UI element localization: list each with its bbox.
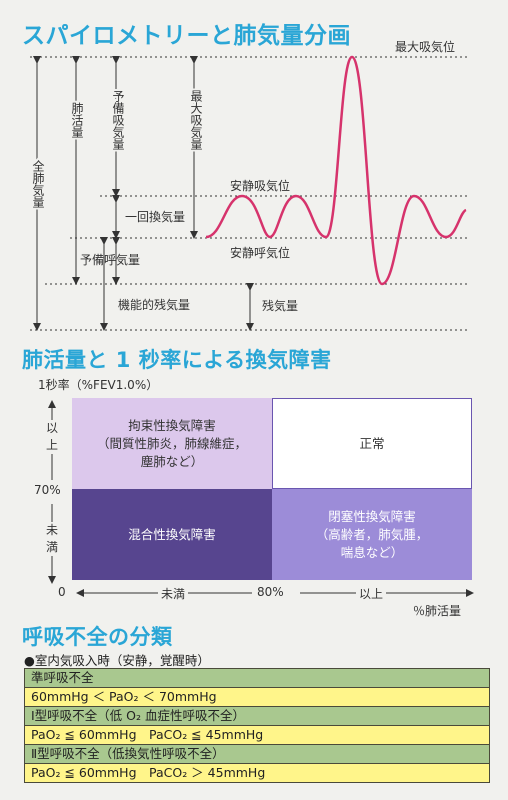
inspiratory-capacity-label: 最大吸気量 (189, 90, 203, 150)
normal-title: 正常 (359, 435, 385, 451)
y-threshold-label: 70% (34, 483, 61, 497)
erv-label: 予備呼気量 (80, 252, 140, 267)
restrictive-example-1: （間質性肺炎，肺線維症， (96, 435, 247, 451)
table-row: PaO₂ ≦ 60mmHg PaCO₂ ＞ 45mmHg (24, 763, 490, 783)
rest-exp-label: 安静呼気位 (230, 245, 290, 260)
table-row: 準呼吸不全 (24, 668, 490, 688)
mixed-title: 混合性換気障害 (128, 526, 216, 542)
rv-label: 残気量 (262, 298, 298, 313)
mixed-cell: 混合性換気障害 (72, 489, 272, 580)
normal-cell: 正常 (272, 398, 472, 489)
disorder-title: 肺活量と 1 秒率による換気障害 (22, 348, 332, 372)
restrictive-cell: 拘束性換気障害 （間質性肺炎，肺線維症， 塵肺など） (72, 398, 272, 489)
table-row: PaO₂ ≦ 60mmHg PaCO₂ ≦ 45mmHg (24, 725, 490, 745)
irv-label: 予備吸気量 (111, 90, 125, 150)
x-axis-label: ％肺活量 (413, 604, 462, 618)
spirometry-diagram: 最大吸気位 安静吸気位 安静呼気位 一回換気量 予備呼気量 機能的残気量 残気量… (29, 39, 468, 331)
table-row: 60mmHg ＜ PaO₂ ＜ 70mmHg (24, 687, 490, 707)
x-upper-label: 以上 (356, 585, 387, 602)
disorder-grid: 拘束性換気障害 （間質性肺炎，肺線維症， 塵肺など） 正常 混合性換気障害 閉塞… (72, 398, 472, 580)
x-threshold-label: 80% (257, 585, 284, 599)
table-row: Ⅱ型呼吸不全（低換気性呼吸不全） (24, 744, 490, 764)
spirometry-title: スパイロメトリーと肺気量分画 (22, 23, 351, 49)
origin-label: 0 (58, 585, 66, 599)
obstructive-example-1: （高齢者，肺気腫， (315, 526, 429, 542)
restrictive-title: 拘束性換気障害 (128, 417, 216, 433)
obstructive-title: 閉塞性換気障害 (328, 508, 416, 524)
y-lower-label: 未満 (46, 522, 60, 556)
table-row: Ⅰ型呼吸不全（低 O₂ 血症性呼吸不全） (24, 706, 490, 726)
x-lower-label: 未満 (158, 585, 189, 602)
y-axis-label: 1秒率（%FEV1.0%） (38, 378, 159, 392)
condition-note: ●室内気吸入時（安静，覚醒時） (24, 653, 210, 668)
vital-capacity-label: 肺活量 (70, 102, 84, 138)
tidal-label: 一回換気量 (125, 209, 185, 224)
rest-insp-label: 安静吸気位 (230, 178, 290, 193)
breathing-wave (205, 55, 467, 286)
restrictive-example-2: 塵肺など） (140, 453, 204, 469)
obstructive-example-2: 喘息など） (340, 544, 404, 560)
resp-failure-table: 準呼吸不全 60mmHg ＜ PaO₂ ＜ 70mmHg Ⅰ型呼吸不全（低 O₂… (24, 668, 490, 783)
resp-failure-title: 呼吸不全の分類 (22, 625, 173, 649)
frc-label: 機能的残気量 (118, 297, 190, 312)
y-upper-label: 以上 (46, 420, 60, 454)
obstructive-cell: 閉塞性換気障害 （高齢者，肺気腫， 喘息など） (272, 489, 472, 580)
total-lung-label: 全肺気量 (31, 159, 45, 208)
max-insp-label: 最大吸気位 (395, 39, 455, 54)
